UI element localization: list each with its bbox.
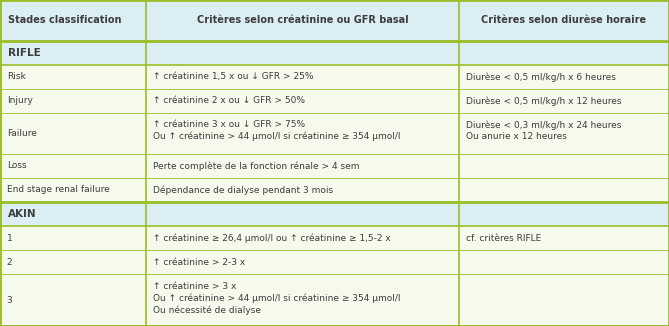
Bar (146, 0, 459, 41)
Bar (459, 154, 669, 178)
Text: cf. critères RIFLE: cf. critères RIFLE (466, 233, 541, 243)
Text: Critères selon diurèse horaire: Critères selon diurèse horaire (482, 15, 646, 25)
Bar (146, 226, 459, 250)
Bar (146, 113, 459, 154)
Bar (459, 89, 669, 113)
Text: Dépendance de dialyse pendant 3 mois: Dépendance de dialyse pendant 3 mois (153, 185, 332, 195)
Bar (459, 250, 669, 274)
Text: Critères selon créatinine ou GFR basal: Critères selon créatinine ou GFR basal (197, 15, 408, 25)
Bar (146, 154, 459, 178)
Bar (459, 226, 669, 250)
Bar (146, 65, 459, 89)
Text: Loss: Loss (7, 161, 26, 170)
Bar (0, 41, 669, 65)
Bar (459, 0, 669, 41)
Text: Diurèse < 0,5 ml/kg/h x 12 heures: Diurèse < 0,5 ml/kg/h x 12 heures (466, 96, 621, 106)
Text: ↑ créatinine > 2-3 x: ↑ créatinine > 2-3 x (153, 258, 245, 267)
Bar (146, 274, 459, 326)
Text: Perte complète de la fonction rénale > 4 sem: Perte complète de la fonction rénale > 4… (153, 161, 359, 170)
Text: AKIN: AKIN (8, 209, 37, 219)
Text: ↑ créatinine > 3 x
Ou ↑ créatinine > 44 μmol/l si créatinine ≥ 354 μmol/l
Ou néc: ↑ créatinine > 3 x Ou ↑ créatinine > 44 … (153, 282, 400, 315)
Bar (0, 0, 146, 41)
Bar (459, 113, 669, 154)
Bar (0, 250, 146, 274)
Bar (0, 274, 146, 326)
Bar (459, 65, 669, 89)
Bar (0, 113, 146, 154)
Bar (0, 226, 146, 250)
Text: 3: 3 (7, 296, 13, 304)
Text: Injury: Injury (7, 96, 33, 105)
Text: Risk: Risk (7, 72, 25, 82)
Bar (0, 202, 669, 226)
Bar (0, 65, 146, 89)
Bar (0, 154, 146, 178)
Bar (146, 250, 459, 274)
Text: ↑ créatinine 1,5 x ou ↓ GFR > 25%: ↑ créatinine 1,5 x ou ↓ GFR > 25% (153, 72, 313, 82)
Bar (459, 178, 669, 202)
Text: ↑ créatinine 3 x ou ↓ GFR > 75%
Ou ↑ créatinine > 44 μmol/l si créatinine ≥ 354 : ↑ créatinine 3 x ou ↓ GFR > 75% Ou ↑ cré… (153, 120, 400, 141)
Text: 1: 1 (7, 233, 13, 243)
Text: End stage renal failure: End stage renal failure (7, 185, 110, 194)
Text: Failure: Failure (7, 129, 37, 138)
Text: Diurèse < 0,5 ml/kg/h x 6 heures: Diurèse < 0,5 ml/kg/h x 6 heures (466, 72, 615, 82)
Bar (146, 178, 459, 202)
Text: Diurèse < 0,3 ml/kg/h x 24 heures
Ou anurie x 12 heures: Diurèse < 0,3 ml/kg/h x 24 heures Ou anu… (466, 120, 621, 141)
Bar (0, 178, 146, 202)
Text: ↑ créatinine 2 x ou ↓ GFR > 50%: ↑ créatinine 2 x ou ↓ GFR > 50% (153, 96, 304, 105)
Text: ↑ créatinine ≥ 26,4 μmol/l ou ↑ créatinine ≥ 1,5-2 x: ↑ créatinine ≥ 26,4 μmol/l ou ↑ créatini… (153, 233, 390, 243)
Bar (0, 89, 146, 113)
Bar (459, 274, 669, 326)
Bar (146, 89, 459, 113)
Text: 2: 2 (7, 258, 12, 267)
Text: RIFLE: RIFLE (8, 48, 41, 58)
Text: Stades classification: Stades classification (8, 15, 122, 25)
